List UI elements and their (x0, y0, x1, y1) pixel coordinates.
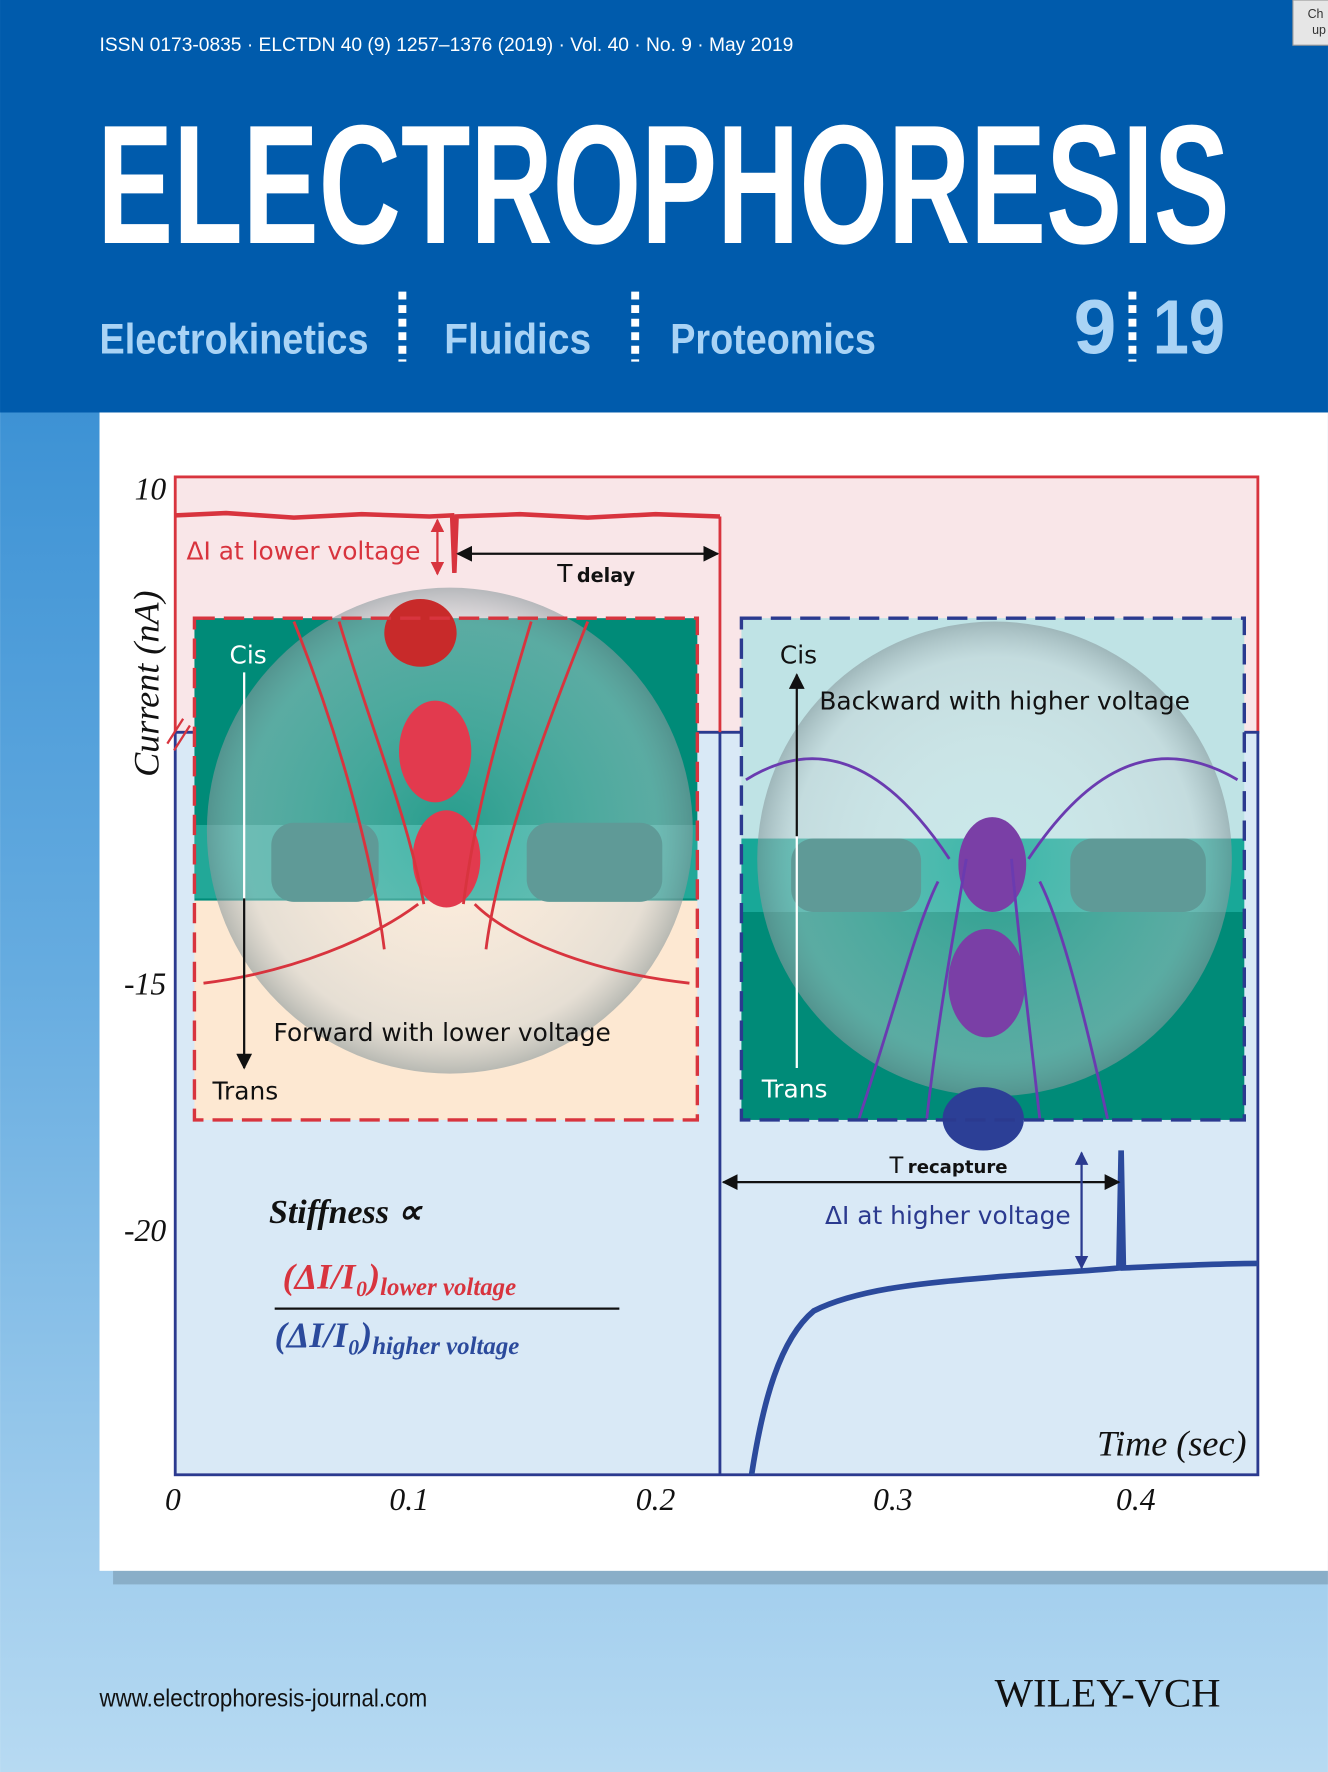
issue-year: 19 (1153, 285, 1225, 371)
y-tick-label: -15 (124, 966, 166, 1001)
publisher: WILEY-VCH (995, 1670, 1221, 1715)
inset-caption: Backward with higher voltage (819, 687, 1190, 716)
annotation-sub: recapture (908, 1157, 1008, 1178)
formula-term: (ΔI/I₀) (283, 1256, 381, 1296)
header-band (0, 0, 1328, 413)
badge-text: up (1312, 23, 1326, 37)
inset-caption: Forward with lower voltage (274, 1018, 611, 1047)
x-tick-label: 0 (165, 1482, 181, 1517)
issn: ISSN 0173-0835 · ELCTDN 40 (9) 1257–1376… (100, 35, 794, 56)
annotation: ΔI at lower voltage (187, 536, 421, 565)
formula-numerator: (ΔI/I₀)lower voltage (283, 1256, 517, 1301)
current-trace (748, 1150, 1258, 1476)
badge[interactable] (1292, 0, 1328, 46)
y-tick-label: 10 (135, 472, 167, 507)
section: Fluidics (444, 316, 591, 364)
x-tick-label: 0.2 (636, 1482, 676, 1517)
x-tick-label: 0.4 (1116, 1482, 1156, 1517)
axis-break (166, 718, 191, 751)
formula-denominator: (ΔI/I₀)higher voltage (275, 1315, 520, 1360)
inset-left (192, 587, 700, 1122)
annotation-main: T (888, 1153, 903, 1179)
formula-lead: Stiffness ∝ (269, 1194, 423, 1231)
inset-label: Trans (212, 1077, 279, 1106)
section: Proteomics (670, 316, 876, 364)
section: Electrokinetics (100, 316, 369, 364)
formula-term: (ΔI/I₀) (275, 1315, 373, 1355)
y-tick-label: -20 (124, 1213, 166, 1248)
inset-label: Cis (229, 640, 266, 669)
formula-sub: lower voltage (380, 1274, 516, 1301)
inset-label: Cis (780, 640, 817, 669)
annotation-main: T (556, 559, 573, 588)
annotation-sub: delay (577, 564, 636, 587)
inset-right (739, 616, 1247, 1151)
annotation: ΔI at higher voltage (825, 1201, 1071, 1230)
current-trace (175, 510, 721, 574)
x-axis-label: Time (sec) (1097, 1424, 1247, 1464)
x-tick-label: 0.1 (389, 1482, 429, 1517)
inset-label: Trans (761, 1074, 828, 1103)
x-tick-label: 0.3 (873, 1482, 913, 1517)
issue-number: 9 (1074, 285, 1117, 371)
journal-title: ELECTROPHORESIS (97, 90, 1229, 279)
journal-url[interactable]: www.electrophoresis-journal.com (99, 1684, 428, 1712)
y-axis-label: Current (nA) (126, 590, 166, 776)
badge-text: Ch (1308, 7, 1324, 21)
formula-sub: higher voltage (372, 1333, 519, 1360)
